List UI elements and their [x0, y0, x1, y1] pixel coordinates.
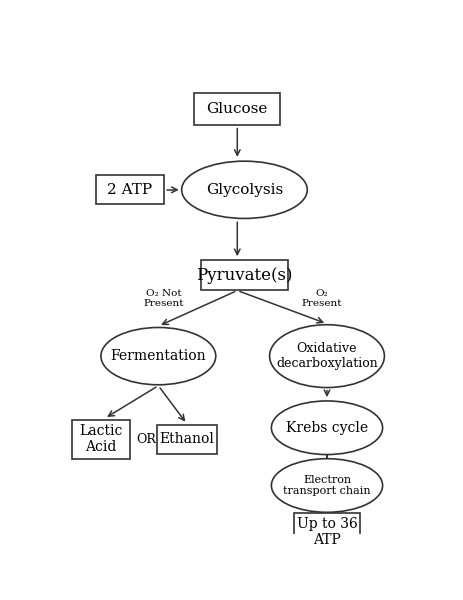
Text: Glycolysis: Glycolysis: [206, 183, 283, 197]
Text: OR: OR: [136, 433, 156, 446]
Text: Fermentation: Fermentation: [111, 349, 206, 363]
Text: Ethanol: Ethanol: [160, 432, 214, 446]
FancyBboxPatch shape: [194, 93, 281, 125]
Text: Up to 36
ATP: Up to 36 ATP: [297, 517, 357, 547]
FancyBboxPatch shape: [201, 260, 288, 290]
FancyBboxPatch shape: [95, 175, 164, 204]
Ellipse shape: [181, 161, 307, 218]
Text: Krebs cycle: Krebs cycle: [286, 421, 368, 435]
Text: Glucose: Glucose: [206, 102, 268, 116]
Ellipse shape: [269, 325, 384, 388]
Text: Lactic
Acid: Lactic Acid: [79, 424, 123, 454]
Ellipse shape: [101, 328, 216, 385]
Text: Oxidative
decarboxylation: Oxidative decarboxylation: [276, 342, 378, 370]
FancyBboxPatch shape: [157, 425, 217, 454]
Text: Pyruvate(s): Pyruvate(s): [196, 267, 293, 284]
FancyBboxPatch shape: [72, 419, 130, 459]
FancyBboxPatch shape: [294, 513, 360, 550]
Text: 2 ATP: 2 ATP: [107, 183, 152, 197]
Ellipse shape: [271, 458, 382, 512]
Text: O₂
Present: O₂ Present: [301, 289, 342, 308]
Ellipse shape: [271, 401, 382, 455]
Text: O₂ Not
Present: O₂ Not Present: [144, 289, 184, 308]
Text: Electron
transport chain: Electron transport chain: [283, 475, 371, 496]
